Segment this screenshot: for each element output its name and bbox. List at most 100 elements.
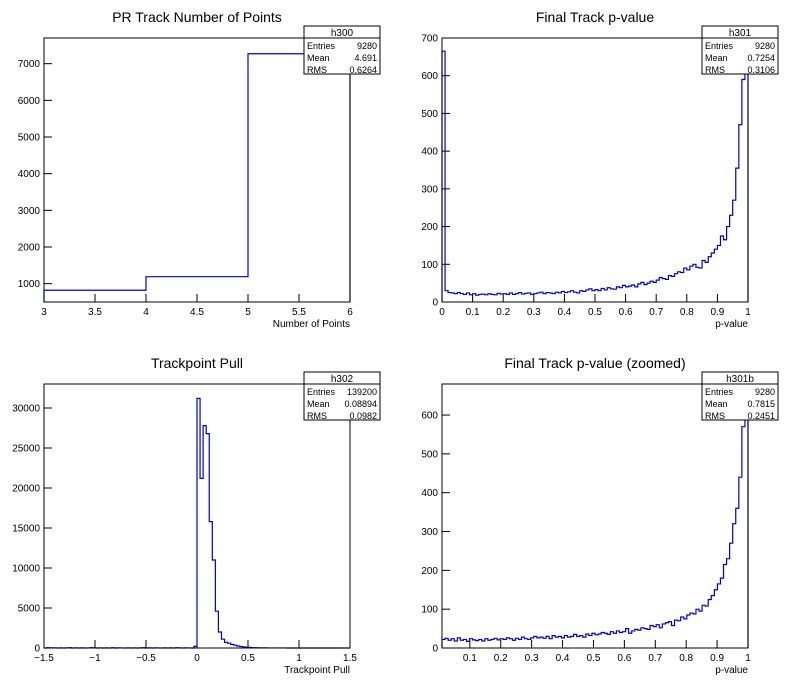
- stats-row-value: 0.7815: [747, 399, 775, 409]
- y-tick-label: 0: [34, 644, 40, 655]
- x-axis-label: p-value: [715, 319, 748, 330]
- y-tick-label: 500: [421, 109, 438, 120]
- x-tick-label: 4: [143, 307, 149, 318]
- histogram-line: [441, 410, 749, 648]
- y-tick-label: 7000: [18, 59, 41, 70]
- stats-row-key: Mean: [307, 53, 330, 63]
- x-tick-label: 1.5: [343, 653, 357, 664]
- plot-frame: [43, 383, 351, 649]
- stats-box-name: h302: [331, 374, 354, 385]
- y-tick-label: 400: [421, 488, 438, 499]
- x-tick-label: 0.6: [617, 653, 631, 664]
- y-tick-label: 600: [421, 411, 438, 422]
- stats-box-name: h301: [729, 28, 752, 39]
- x-tick-label: 4.5: [190, 307, 204, 318]
- x-axis-label: Trackpoint Pull: [284, 665, 350, 676]
- x-tick-label: 5: [245, 307, 251, 318]
- y-tick-label: 2000: [18, 243, 41, 254]
- y-tick-label: 5000: [18, 133, 41, 144]
- x-tick-label: 0.5: [241, 653, 255, 664]
- x-tick-label: 1: [296, 653, 302, 664]
- y-tick-label: 15000: [12, 524, 40, 535]
- stats-row-value: 9280: [755, 387, 775, 397]
- histogram-line: [441, 50, 749, 302]
- y-tick-label: 400: [421, 147, 438, 158]
- plot-frame: [441, 383, 749, 649]
- x-axis-label: p-value: [715, 665, 748, 676]
- y-tick-label: 500: [421, 449, 438, 460]
- x-tick-label: 0.3: [525, 653, 539, 664]
- x-tick-label: 0.8: [680, 307, 694, 318]
- x-tick-label: 1: [745, 307, 751, 318]
- x-tick-label: 0.6: [619, 307, 633, 318]
- stats-row-value: 0.08894: [344, 399, 377, 409]
- x-tick-label: 0.1: [466, 307, 480, 318]
- x-tick-label: 0.4: [557, 307, 571, 318]
- stats-row-key: RMS: [307, 65, 327, 75]
- stats-row-key: RMS: [307, 411, 327, 421]
- x-tick-label: 0.7: [648, 653, 662, 664]
- y-tick-label: 300: [421, 184, 438, 195]
- pad-trackpoint-pull: Trackpoint Pull −1.5 −1 −0.5 0 0.5 1 1.5 0 5000 1…: [12, 355, 381, 676]
- stats-box-frame: [701, 371, 779, 421]
- plot-frame: [441, 37, 749, 303]
- plot-frame: [43, 37, 351, 303]
- stats-row-value: 0.3106: [747, 65, 775, 75]
- y-tick-label: 700: [421, 34, 438, 45]
- y-tick-label: 0: [432, 298, 438, 309]
- x-tick-label: 0.2: [496, 307, 510, 318]
- x-axis-label: Number of Points: [273, 319, 350, 330]
- stats-box: h301b Entries 9280 Mean 0.7815 RMS 0.2451: [701, 371, 779, 421]
- stats-row-key: Mean: [705, 53, 728, 63]
- x-tick-label: 0.4: [556, 653, 570, 664]
- y-tick-label: 20000: [12, 484, 40, 495]
- axis-ticks: 3 3.5 4 4.5 5 5.5 6 1000 2000 3000 4000 5000 6000 700…: [18, 59, 353, 318]
- y-tick-label: 10000: [12, 564, 40, 575]
- stats-row-value: 0.7254: [747, 53, 775, 63]
- x-tick-label: 0.9: [710, 307, 724, 318]
- stats-row-key: RMS: [705, 411, 725, 421]
- stats-box-frame: [303, 371, 381, 421]
- y-tick-label: 1000: [18, 279, 41, 290]
- x-tick-label: 0.5: [587, 653, 601, 664]
- x-tick-label: −1.5: [34, 653, 54, 664]
- x-tick-label: −1: [89, 653, 101, 664]
- stats-row-key: Mean: [705, 399, 728, 409]
- y-tick-label: 100: [421, 260, 438, 271]
- x-tick-label: 5.5: [292, 307, 306, 318]
- axis-ticks: 0.1 0.2 0.3 0.4 0.5 0.6 0.7 0.8 0.9 1 0 100 200 300 40…: [421, 411, 751, 664]
- x-tick-label: 6: [347, 307, 353, 318]
- stats-box: h302 Entries 139200 Mean 0.08894 RMS 0.0982: [303, 371, 381, 421]
- x-tick-label: 3: [41, 307, 47, 318]
- pad-title: Final Track p-value: [536, 9, 654, 25]
- x-tick-label: 0.7: [649, 307, 663, 318]
- stats-box-frame: [303, 25, 381, 75]
- stats-row-key: RMS: [705, 65, 725, 75]
- pad-final-track-p-value: Final Track p-value 0 0.1 0.2 0.3 0.4 0.5 0.6 0…: [421, 9, 779, 330]
- stats-box-name: h301b: [726, 374, 754, 385]
- y-tick-label: 6000: [18, 96, 41, 107]
- y-tick-label: 25000: [12, 444, 40, 455]
- y-tick-label: 100: [421, 605, 438, 616]
- x-tick-label: −0.5: [136, 653, 156, 664]
- y-tick-label: 200: [421, 222, 438, 233]
- x-tick-label: 0.5: [588, 307, 602, 318]
- stats-box: h300 Entries 9280 Mean 4.691 RMS 0.6264: [303, 25, 381, 75]
- pad-title: PR Track Number of Points: [112, 9, 282, 25]
- pad-title: Trackpoint Pull: [151, 355, 243, 371]
- y-tick-label: 3000: [18, 206, 41, 217]
- y-tick-label: 300: [421, 527, 438, 538]
- x-tick-label: 0: [194, 653, 200, 664]
- x-tick-label: 0: [439, 307, 445, 318]
- stats-row-key: Entries: [705, 41, 734, 51]
- stats-row-value: 139200: [347, 387, 377, 397]
- y-tick-label: 0: [432, 644, 438, 655]
- stats-box-name: h300: [331, 28, 354, 39]
- stats-row-key: Mean: [307, 399, 330, 409]
- stats-box: h301 Entries 9280 Mean 0.7254 RMS 0.3106: [701, 25, 779, 75]
- x-tick-label: 0.3: [527, 307, 541, 318]
- stats-row-key: Entries: [705, 387, 734, 397]
- y-tick-label: 200: [421, 566, 438, 577]
